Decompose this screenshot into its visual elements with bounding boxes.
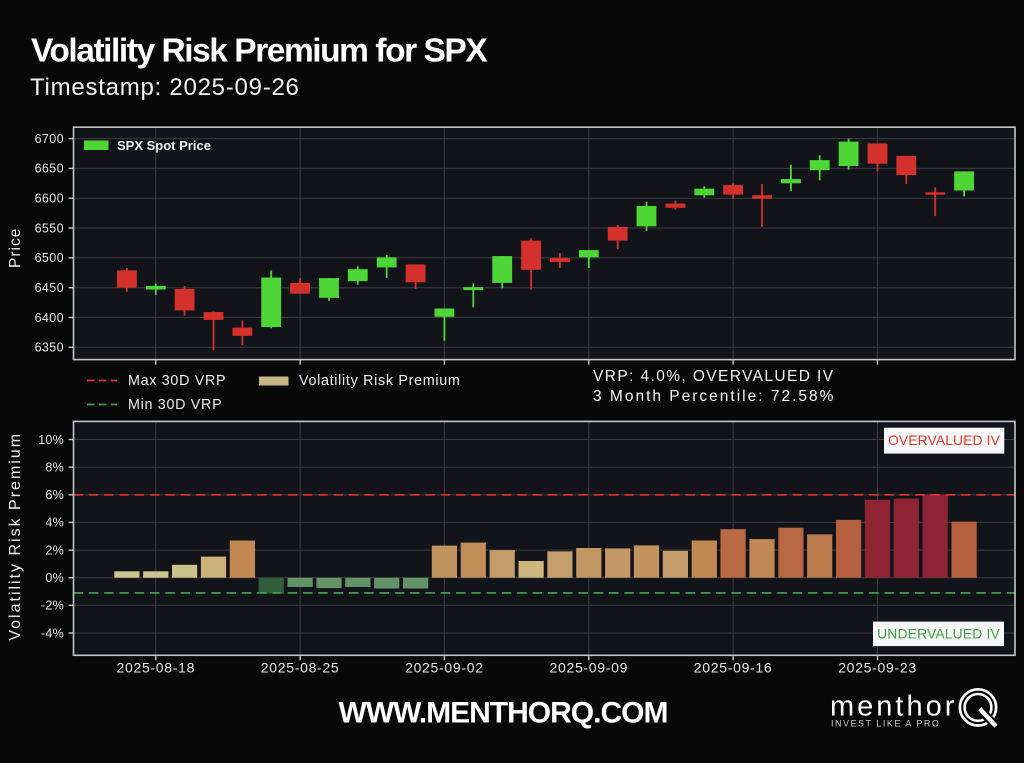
svg-text:-4%: -4%	[41, 626, 64, 640]
svg-text:6400: 6400	[35, 311, 64, 325]
svg-text:Timestamp: 2025-09-26: Timestamp: 2025-09-26	[30, 74, 300, 101]
svg-text:menthor: menthor	[830, 691, 957, 723]
svg-text:10%: 10%	[38, 433, 64, 447]
svg-text:INVEST LIKE A PRO: INVEST LIKE A PRO	[831, 719, 940, 729]
svg-text:6600: 6600	[35, 192, 64, 206]
svg-text:2025-08-25: 2025-08-25	[261, 660, 340, 676]
svg-text:4%: 4%	[45, 516, 64, 530]
svg-text:Price: Price	[7, 228, 24, 268]
svg-text:6350: 6350	[35, 341, 64, 355]
svg-text:2025-09-16: 2025-09-16	[694, 660, 773, 676]
svg-text:2025-09-09: 2025-09-09	[549, 660, 628, 676]
svg-text:2025-08-18: 2025-08-18	[116, 660, 195, 676]
svg-text:VRP: 4.0%, OVERVALUED IV: VRP: 4.0%, OVERVALUED IV	[593, 368, 835, 385]
svg-text:Min 30D VRP: Min 30D VRP	[128, 397, 222, 413]
svg-text:2025-09-02: 2025-09-02	[405, 660, 484, 676]
svg-text:3 Month Percentile: 72.58%: 3 Month Percentile: 72.58%	[593, 388, 835, 405]
svg-text:2%: 2%	[45, 543, 64, 557]
svg-text:6%: 6%	[45, 488, 64, 502]
svg-text:Volatility Risk Premium: Volatility Risk Premium	[299, 373, 460, 389]
svg-text:UNDERVALUED IV: UNDERVALUED IV	[877, 626, 1000, 642]
svg-text:Volatility Risk Premium for SP: Volatility Risk Premium for SPX	[31, 33, 488, 70]
svg-text:SPX Spot Price: SPX Spot Price	[117, 138, 211, 153]
svg-text:6700: 6700	[35, 132, 64, 146]
svg-text:Max 30D VRP: Max 30D VRP	[128, 373, 226, 389]
svg-text:6550: 6550	[35, 221, 64, 235]
svg-text:0%: 0%	[45, 571, 64, 585]
svg-text:Volatility Risk Premium: Volatility Risk Premium	[7, 432, 24, 641]
svg-text:2025-09-23: 2025-09-23	[838, 660, 917, 676]
svg-text:6500: 6500	[35, 251, 64, 265]
svg-text:WWW.MENTHORQ.COM: WWW.MENTHORQ.COM	[339, 697, 668, 730]
svg-text:6450: 6450	[35, 281, 64, 295]
svg-text:-2%: -2%	[41, 599, 64, 613]
svg-text:6650: 6650	[35, 162, 64, 176]
svg-text:8%: 8%	[45, 460, 64, 474]
svg-text:OVERVALUED IV: OVERVALUED IV	[888, 432, 1001, 448]
